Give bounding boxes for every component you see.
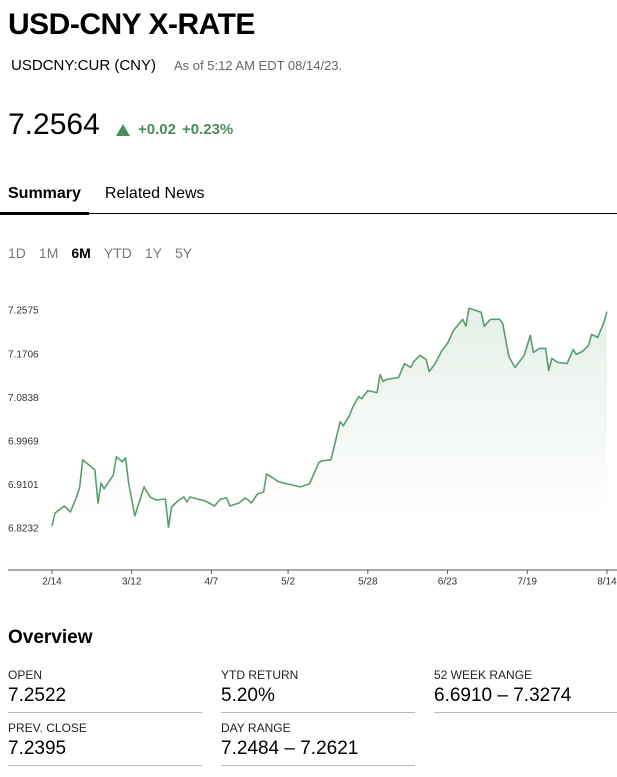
y-tick-label: 6.9101 <box>8 480 39 491</box>
y-tick-label: 6.9969 <box>8 436 39 447</box>
range-button[interactable]: YTD <box>103 245 132 261</box>
stat: YTD RETURN 5.20% <box>221 668 415 713</box>
stat-value: 6.6910 – 7.3274 <box>434 685 572 706</box>
range-button[interactable]: 1D <box>8 245 26 261</box>
x-tick-label: 5/2 <box>281 577 295 588</box>
x-tick-label: 3/12 <box>122 577 142 588</box>
tabs: Summary Related News <box>0 183 617 215</box>
chart: 6.8232 6.9101 6.9969 7.0838 7.1706 7.2575 2/14… <box>8 306 617 588</box>
x-tick-label: 2/14 <box>42 577 62 588</box>
change-pct: +0.23% <box>181 121 234 138</box>
line <box>51 307 608 528</box>
x-tick-label: 8/14 <box>597 577 617 588</box>
change: +0.02 +0.23% <box>116 121 233 138</box>
stat-value: 7.2522 <box>8 685 67 706</box>
range-button[interactable]: 5Y <box>174 245 193 261</box>
tab[interactable]: Related News <box>104 185 205 202</box>
stat-value: 7.2395 <box>8 738 67 759</box>
overview-title: Overview <box>8 627 93 648</box>
range-button[interactable]: 1Y <box>144 245 162 261</box>
stat-label: 52 WEEK RANGE <box>434 668 533 682</box>
ticker: USDCNY:CUR (CNY) <box>11 57 157 74</box>
y-tick-label: 6.8232 <box>8 524 39 535</box>
x-tick-label: 7/19 <box>517 577 537 588</box>
up-arrow <box>116 123 130 136</box>
y-tick-label: 7.0838 <box>8 393 39 404</box>
tab[interactable]: Summary <box>0 183 89 215</box>
y-tick-label: 7.1706 <box>8 349 39 360</box>
y-tick-label: 7.2575 <box>8 306 39 317</box>
stat: DAY RANGE 7.2484 – 7.2621 <box>221 721 415 766</box>
range-button[interactable]: 1M <box>38 245 59 261</box>
stat-label: YTD RETURN <box>221 668 299 682</box>
stat-value: 5.20% <box>221 685 275 706</box>
range-selector: 1D 1M 6M YTD 1Y 5Y <box>8 245 192 261</box>
stat: OPEN 7.2522 <box>8 668 202 713</box>
stat: 52 WEEK RANGE 6.6910 – 7.3274 <box>434 668 617 713</box>
price: 7.2564 <box>8 108 100 141</box>
change-abs: +0.02 <box>138 121 176 138</box>
x-tick-label: 5/28 <box>358 577 378 588</box>
stat-label: DAY RANGE <box>221 721 291 735</box>
area <box>52 308 607 570</box>
stat-value: 7.2484 – 7.2621 <box>221 738 359 759</box>
stat-label: PREV. CLOSE <box>8 721 87 735</box>
stat-label: OPEN <box>8 668 43 682</box>
range-button[interactable]: 6M <box>71 245 91 261</box>
x-tick-label: 4/7 <box>204 577 218 588</box>
stat: PREV. CLOSE 7.2395 <box>8 721 202 766</box>
x-tick-label: 6/23 <box>438 577 458 588</box>
title: USD-CNY X-RATE <box>8 8 255 41</box>
overview-grid: OPEN 7.2522 YTD RETURN 5.20% 52 WEEK RANGE 6.… <box>8 668 617 766</box>
as-of: As of 5:12 AM EDT 08/14/23. <box>174 58 343 73</box>
